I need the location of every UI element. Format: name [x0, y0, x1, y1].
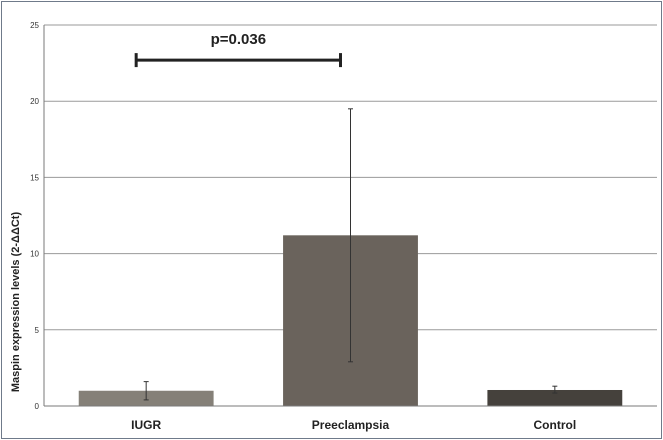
axis-labels: 0 5 10 15 20 25 IUGR Preeclampsia Control [30, 21, 576, 432]
error-bars [143, 108, 558, 401]
y-tick-label-15: 15 [30, 173, 39, 182]
y-tick-label-0: 0 [35, 402, 40, 411]
significance-annotation: p=0.036 [134, 31, 342, 68]
y-tick-label-20: 20 [30, 97, 39, 106]
y-tick-label-25: 25 [30, 21, 39, 30]
bar-control [487, 389, 623, 406]
y-tick-label-5: 5 [35, 326, 40, 335]
y-axis-title: Maspin expression levels (2-ΔΔCt) [10, 212, 22, 393]
axes [43, 25, 657, 407]
x-tick-label-iugr: IUGR [131, 418, 161, 432]
x-tick-label-control: Control [534, 418, 577, 432]
x-tick-label-preeclampsia: Preeclampsia [312, 418, 390, 432]
significance-label: p=0.036 [211, 31, 266, 48]
y-tick-label-10: 10 [30, 250, 39, 259]
